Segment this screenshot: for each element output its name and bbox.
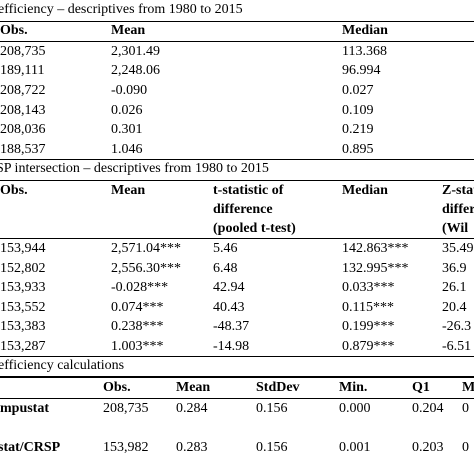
section3-title: efficiency calculations [0, 358, 125, 373]
sec2-row3-z: 26.1 [442, 280, 467, 295]
sec3-row2-stddev: 0.156 [256, 440, 288, 455]
sec3-header-min: Min. [339, 380, 368, 395]
sec2-row4-z: 20.4 [442, 300, 467, 315]
sec1-row4-obs: 208,143 [0, 103, 46, 118]
sec2-row5-obs: 153,383 [0, 319, 46, 334]
sec2-header-tstat-line3: (pooled t-test) [213, 221, 296, 236]
sec2-row6-median: 0.879*** [342, 339, 395, 354]
section1-bottom-rule [0, 159, 474, 160]
sec2-row3-tstat: 42.94 [213, 280, 245, 295]
sec1-header-median: Median [342, 23, 388, 38]
sec2-row2-obs: 152,802 [0, 261, 46, 276]
sec1-row6-mean: 1.046 [111, 142, 143, 157]
sec3-row1-m: 0 [462, 401, 469, 416]
sec3-row2-mean: 0.283 [176, 440, 208, 455]
sec2-header-zstat-line2: differ [442, 202, 474, 217]
sec3-header-mean: Mean [176, 380, 211, 395]
sec3-row1-mean: 0.284 [176, 401, 208, 416]
sec1-header-obs: Obs. [0, 23, 28, 38]
sec1-row1-median: 113.368 [342, 44, 387, 59]
sec2-row5-z: -26.3 [442, 319, 472, 334]
sec1-row6-median: 0.895 [342, 142, 374, 157]
sec1-row3-mean: -0.090 [111, 83, 148, 98]
sec1-row6-obs: 188,537 [0, 142, 46, 157]
sec2-row4-mean: 0.074*** [111, 300, 164, 315]
sec1-row4-mean: 0.026 [111, 103, 143, 118]
sec2-row4-obs: 153,552 [0, 300, 46, 315]
sec3-row2-m: 0 [462, 440, 469, 455]
sec2-header-zstat-line1: Z-stat [442, 183, 474, 198]
sec2-header-mean: Mean [111, 183, 146, 198]
sec2-header-zstat-line3: (Wil [442, 221, 469, 236]
sec1-row3-obs: 208,722 [0, 83, 46, 98]
sec2-row6-z: -6.51 [442, 339, 472, 354]
sec2-row1-mean: 2,571.04*** [111, 241, 181, 256]
sec3-row1-min: 0.000 [339, 401, 371, 416]
sec2-row5-median: 0.199*** [342, 319, 395, 334]
section2-title: SP intersection – descriptives from 1980… [0, 161, 269, 176]
sec1-row2-mean: 2,248.06 [111, 63, 160, 78]
sec3-header-obs: Obs. [103, 380, 131, 395]
sec1-row4-median: 0.109 [342, 103, 374, 118]
sec2-row1-median: 142.863*** [342, 241, 409, 256]
sec2-row5-mean: 0.238*** [111, 319, 164, 334]
sec2-row4-tstat: 40.43 [213, 300, 245, 315]
sec1-row2-obs: 189,111 [0, 63, 45, 78]
sec1-header-mean: Mean [111, 23, 146, 38]
sec1-row2-median: 96.994 [342, 63, 381, 78]
section1-top-rule [0, 21, 474, 22]
sec3-header-stddev: StdDev [256, 380, 300, 395]
sec2-row5-tstat: -48.37 [213, 319, 250, 334]
sec2-row2-median: 132.995*** [342, 261, 409, 276]
sec2-row1-tstat: 5.46 [213, 241, 238, 256]
sec3-row2-label: stat/CRSP [0, 440, 61, 455]
sec2-row3-obs: 153,933 [0, 280, 46, 295]
sec3-header-q1: Q1 [412, 380, 430, 395]
sec2-row1-z: 35.49 [442, 241, 474, 256]
sec1-row1-mean: 2,301.49 [111, 44, 160, 59]
sec2-row2-mean: 2,556.30*** [111, 261, 181, 276]
sec2-row2-tstat: 6.48 [213, 261, 238, 276]
sec3-row1-obs: 208,735 [103, 401, 149, 416]
sec1-row5-median: 0.219 [342, 122, 374, 137]
sec2-row6-mean: 1.003*** [111, 339, 164, 354]
sec3-row2-obs: 153,982 [103, 440, 149, 455]
sec2-row3-median: 0.033*** [342, 280, 395, 295]
section3-top-rule [0, 376, 474, 378]
sec1-row3-median: 0.027 [342, 83, 374, 98]
section1-header-rule [0, 41, 474, 42]
sec1-row1-obs: 208,735 [0, 44, 46, 59]
sec2-header-median: Median [342, 183, 388, 198]
sec3-header-m: M [462, 380, 474, 395]
sec2-row6-obs: 153,287 [0, 339, 46, 354]
section2-bottom-rule [0, 356, 474, 357]
sec2-header-obs: Obs. [0, 183, 28, 198]
sec2-header-tstat-line2: difference [213, 202, 273, 217]
sec2-header-tstat-line1: t-statistic of [213, 183, 284, 198]
sec1-row5-obs: 208,036 [0, 122, 46, 137]
section2-top-rule [0, 180, 474, 181]
sec2-row6-tstat: -14.98 [213, 339, 250, 354]
section2-header-rule [0, 238, 474, 239]
section1-title: efficiency – descriptives from 1980 to 2… [0, 2, 243, 17]
sec3-row1-stddev: 0.156 [256, 401, 288, 416]
sec2-row3-mean: -0.028*** [111, 280, 169, 295]
sec3-row2-min: 0.001 [339, 440, 371, 455]
sec3-row2-q1: 0.203 [412, 440, 444, 455]
sec3-row1-label: mpustat [0, 401, 50, 416]
sec3-row1-q1: 0.204 [412, 401, 444, 416]
sec2-row1-obs: 153,944 [0, 241, 46, 256]
sec2-row2-z: 36.9 [442, 261, 467, 276]
sec2-row4-median: 0.115*** [342, 300, 394, 315]
section3-header-rule [0, 398, 474, 399]
sec1-row5-mean: 0.301 [111, 122, 143, 137]
